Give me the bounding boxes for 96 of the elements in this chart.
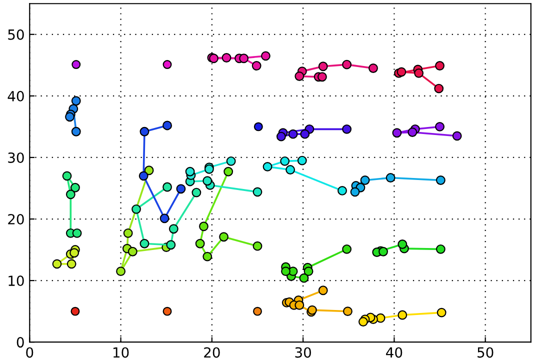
x-tick-label: 20	[204, 347, 220, 358]
point	[398, 240, 408, 249]
point	[219, 232, 228, 242]
x-tick-label: 10	[113, 347, 129, 358]
point	[378, 246, 388, 256]
point	[318, 286, 328, 296]
point	[162, 120, 172, 130]
y-tick-label: 50	[8, 29, 24, 40]
point	[66, 259, 76, 269]
point	[286, 165, 296, 174]
point	[226, 156, 236, 166]
point	[239, 54, 249, 64]
point	[128, 246, 138, 256]
point	[168, 224, 178, 234]
point	[300, 129, 310, 139]
point	[138, 171, 148, 181]
point	[358, 317, 368, 327]
point	[260, 51, 270, 61]
point	[252, 61, 262, 70]
point	[70, 306, 80, 316]
point	[72, 60, 81, 70]
point	[252, 241, 262, 251]
point	[202, 176, 212, 186]
point	[304, 266, 314, 276]
point	[435, 61, 444, 70]
y-tick-label: 30	[8, 152, 24, 163]
y-tick-label: 40	[8, 90, 24, 102]
point	[253, 306, 262, 316]
point	[288, 129, 298, 139]
point	[452, 131, 462, 141]
point	[434, 84, 444, 94]
point	[224, 166, 234, 176]
point	[144, 166, 154, 176]
point	[342, 124, 352, 134]
point	[70, 248, 80, 258]
y-tick-label: 10	[8, 276, 24, 286]
x-tick-label: 30	[295, 347, 311, 358]
point	[222, 53, 232, 62]
point	[343, 306, 352, 316]
point	[192, 188, 202, 198]
point	[350, 187, 360, 197]
point	[414, 68, 424, 78]
point	[396, 67, 406, 77]
point	[297, 156, 307, 166]
point	[62, 171, 72, 181]
point	[166, 240, 176, 250]
point	[342, 60, 352, 70]
point	[436, 176, 446, 185]
point	[160, 214, 170, 224]
point	[140, 126, 150, 136]
point	[294, 300, 304, 310]
point	[254, 122, 263, 132]
point	[162, 306, 172, 316]
point	[386, 173, 396, 182]
point	[360, 176, 370, 185]
point	[318, 62, 328, 72]
point	[66, 190, 76, 200]
point	[202, 252, 212, 262]
point	[299, 273, 309, 283]
point	[176, 184, 186, 194]
y-tick-label: 0	[16, 337, 24, 348]
point	[408, 128, 418, 137]
point	[71, 126, 81, 136]
point	[368, 64, 378, 73]
point	[276, 132, 286, 142]
point	[65, 112, 74, 122]
point	[436, 308, 446, 318]
point	[398, 310, 408, 320]
point	[342, 244, 352, 254]
point	[162, 182, 172, 192]
point	[199, 222, 208, 232]
point	[435, 122, 444, 132]
point	[294, 72, 304, 81]
x-tick-label: 50	[478, 347, 494, 358]
point	[185, 166, 195, 176]
point	[70, 182, 80, 192]
point	[317, 72, 327, 82]
point	[116, 266, 126, 276]
point	[280, 156, 290, 166]
point	[162, 60, 172, 70]
point	[262, 162, 272, 172]
y-tick-label: 20	[8, 214, 24, 224]
point	[52, 259, 62, 269]
point	[132, 204, 141, 214]
point	[436, 244, 446, 254]
point	[140, 238, 150, 248]
point	[252, 187, 262, 197]
point	[195, 238, 205, 248]
point	[72, 228, 82, 238]
point	[123, 228, 133, 238]
x-tick-label: 0	[26, 347, 34, 358]
x-tick-label: 40	[386, 347, 402, 358]
point	[338, 186, 347, 196]
point	[71, 96, 81, 106]
point	[392, 128, 402, 138]
point	[281, 266, 290, 276]
